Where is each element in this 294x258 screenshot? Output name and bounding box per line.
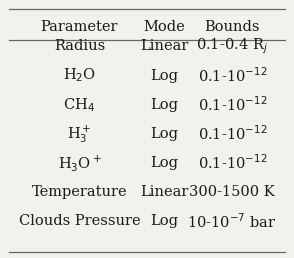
Text: Bounds: Bounds bbox=[205, 20, 260, 34]
Text: Log: Log bbox=[151, 69, 179, 83]
Text: Linear: Linear bbox=[141, 39, 189, 53]
Text: 0.1-10$^{-12}$: 0.1-10$^{-12}$ bbox=[198, 154, 267, 172]
Text: Log: Log bbox=[151, 214, 179, 228]
Text: Log: Log bbox=[151, 127, 179, 141]
Text: Parameter: Parameter bbox=[41, 20, 118, 34]
Text: H$_3^+$: H$_3^+$ bbox=[67, 123, 92, 145]
Text: H$_3$O$^+$: H$_3$O$^+$ bbox=[58, 153, 101, 173]
Text: 300-1500 K: 300-1500 K bbox=[189, 185, 275, 199]
Text: 0.1-0.4 R$_j$: 0.1-0.4 R$_j$ bbox=[196, 37, 268, 56]
Text: H$_2$O: H$_2$O bbox=[63, 67, 96, 84]
Text: 10-10$^{-7}$ bar: 10-10$^{-7}$ bar bbox=[188, 212, 277, 231]
Text: 0.1-10$^{-12}$: 0.1-10$^{-12}$ bbox=[198, 125, 267, 143]
Text: 0.1-10$^{-12}$: 0.1-10$^{-12}$ bbox=[198, 66, 267, 85]
Text: 0.1-10$^{-12}$: 0.1-10$^{-12}$ bbox=[198, 95, 267, 114]
Text: Temperature: Temperature bbox=[31, 185, 127, 199]
Text: Log: Log bbox=[151, 156, 179, 170]
Text: Radius: Radius bbox=[54, 39, 105, 53]
Text: CH$_4$: CH$_4$ bbox=[64, 96, 95, 114]
Text: Clouds Pressure: Clouds Pressure bbox=[19, 214, 140, 228]
Text: Linear: Linear bbox=[141, 185, 189, 199]
Text: Log: Log bbox=[151, 98, 179, 112]
Text: Mode: Mode bbox=[144, 20, 186, 34]
